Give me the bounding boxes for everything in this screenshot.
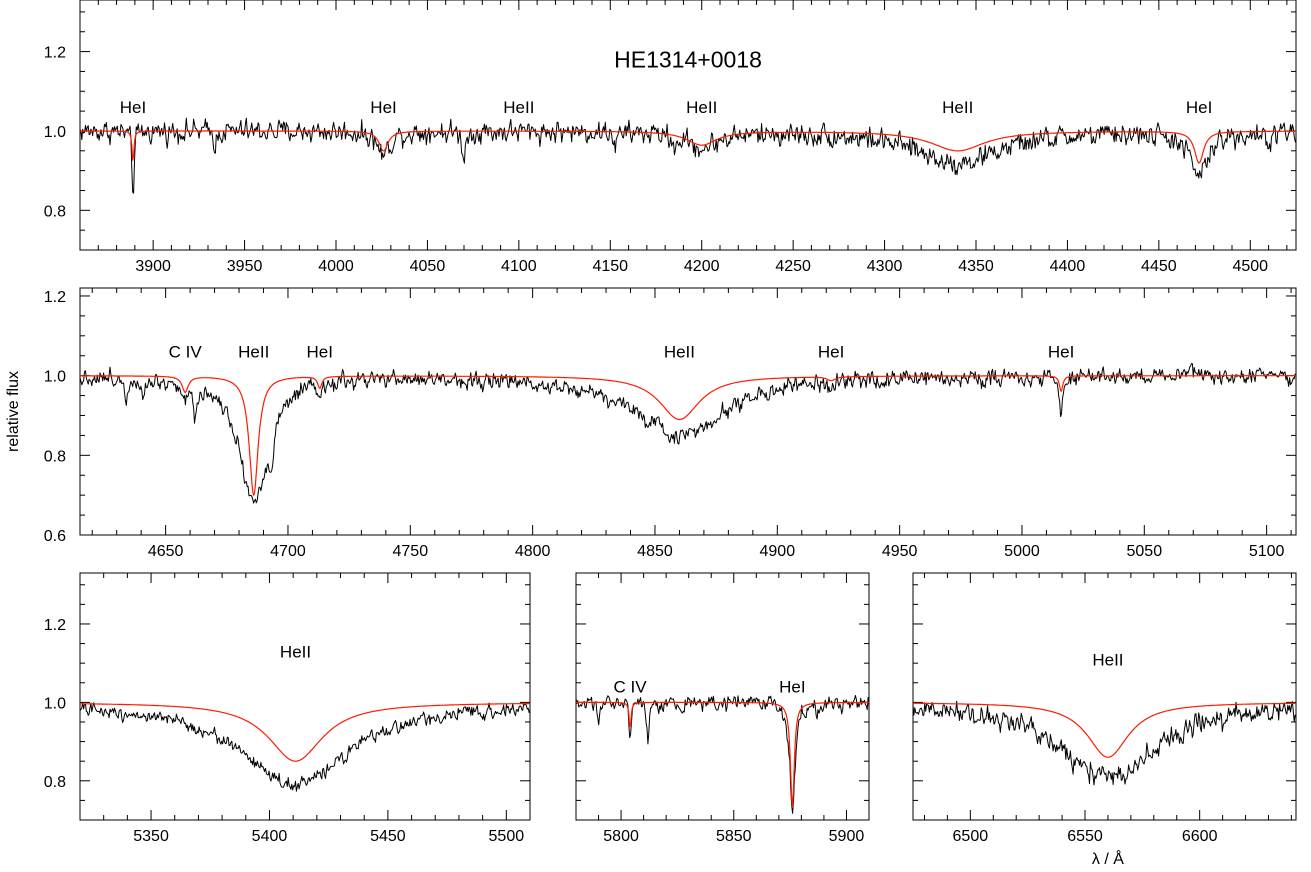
y-tick-label: 0.8 (44, 203, 66, 220)
model-spectrum-line (80, 702, 530, 762)
panel-5: 6500 6550 6600 HeII (912, 572, 1297, 845)
x-tick-label: 5850 (716, 828, 752, 845)
line-id-label: HeII (280, 642, 311, 661)
line-id-label: C IV (169, 343, 203, 362)
x-tick-label: 5500 (489, 828, 525, 845)
x-tick-label: 6600 (1182, 828, 1218, 845)
observed-spectrum-line (576, 695, 869, 814)
line-id-label: HeI (1186, 98, 1212, 117)
plot-frame (79, 287, 1297, 536)
observed-spectrum-line (913, 700, 1296, 786)
y-tick-label: 1.0 (44, 124, 66, 141)
x-tick-label: 6550 (1067, 828, 1103, 845)
observed-spectrum-line (80, 702, 530, 792)
tick-marks (80, 288, 1296, 535)
x-tick-label: 3950 (227, 258, 263, 275)
chart-title: HE1314+0018 (614, 47, 762, 73)
x-tick-label: 5100 (1249, 543, 1285, 560)
model-spectrum-line (576, 701, 869, 809)
y-tick-label: 1.2 (44, 617, 66, 634)
x-tick-label: 4900 (760, 543, 796, 560)
y-tick-label: 1.2 (44, 45, 66, 62)
spectra (913, 700, 1296, 786)
observed-spectrum-line (80, 117, 1296, 194)
line-id-label: HeI (120, 98, 146, 117)
panel-2: 4650 4700 4750 4800 4850 4900 4950 5000 5050 5100… (44, 287, 1297, 560)
x-tick-label: 4500 (1232, 258, 1268, 275)
panel-4: 5800 5850 5900 C IV HeI (575, 572, 870, 845)
spectra (80, 117, 1296, 194)
x-tick-label: 4000 (318, 258, 354, 275)
x-tick-label: 4450 (1141, 258, 1177, 275)
x-tick-label: 5450 (370, 828, 406, 845)
line-id-label: C IV (614, 678, 648, 697)
y-tick-label: 0.8 (44, 448, 66, 465)
y-tick-label: 1.0 (44, 369, 66, 386)
line-id-label: HeI (818, 343, 844, 362)
model-spectrum-line (913, 702, 1296, 758)
x-tick-label: 4200 (684, 258, 720, 275)
y-tick-label: 1.0 (44, 695, 66, 712)
x-tick-label: 4300 (867, 258, 903, 275)
x-tick-label: 6500 (953, 828, 989, 845)
plot-frame (79, 0, 1297, 251)
line-id-label: HeII (942, 98, 973, 117)
y-tick-label: 0.6 (44, 528, 66, 545)
x-tick-label: 5900 (829, 828, 865, 845)
x-tick-label: 5350 (133, 828, 169, 845)
x-tick-label: 4850 (637, 543, 673, 560)
plot-frame (575, 572, 870, 821)
spectra (576, 695, 869, 814)
x-tick-label: 5800 (603, 828, 639, 845)
tick-marks (913, 573, 1296, 820)
panel-1: 3900 3950 4000 4050 4100 4150 4200 4250 4300 4350… (44, 0, 1297, 275)
x-tick-label: 4100 (501, 258, 537, 275)
x-tick-label: 4250 (775, 258, 811, 275)
x-tick-label: 4350 (958, 258, 994, 275)
plot-frame (79, 572, 531, 821)
line-id-label: HeII (238, 343, 269, 362)
y-axis-title: relative flux (5, 371, 22, 452)
tick-marks (79, 0, 1296, 250)
x-tick-label: 4400 (1050, 258, 1086, 275)
line-id-label: HeI (779, 678, 805, 697)
line-id-label: HeI (1048, 343, 1074, 362)
x-tick-label: 5050 (1127, 543, 1163, 560)
x-tick-label: 4950 (882, 543, 918, 560)
observed-spectrum-line (80, 363, 1296, 504)
line-id-label: HeI (370, 98, 396, 117)
plot-frame (912, 572, 1297, 821)
panel-3: 5350 5400 5450 5500 0.8 1.0 1.2 HeII (44, 572, 531, 845)
x-tick-label: 5400 (252, 828, 288, 845)
model-spectrum-line (80, 130, 1296, 164)
x-tick-label: 4650 (148, 543, 184, 560)
x-tick-label: 4150 (592, 258, 628, 275)
line-id-label: HeII (503, 98, 534, 117)
model-spectrum-line (80, 375, 1296, 496)
tick-marks (79, 573, 531, 820)
x-tick-label: 4050 (410, 258, 446, 275)
x-tick-label: 3900 (135, 258, 171, 275)
y-tick-label: 0.8 (44, 774, 66, 791)
x-tick-label: 4750 (393, 543, 429, 560)
x-tick-label: 4700 (270, 543, 306, 560)
spectra (80, 363, 1296, 504)
spectra (80, 702, 530, 792)
line-id-label: HeII (686, 98, 717, 117)
x-tick-label: 4800 (515, 543, 551, 560)
line-id-label: HeII (664, 343, 695, 362)
line-id-label: HeII (1092, 650, 1123, 669)
y-tick-label: 1.2 (44, 289, 66, 306)
line-id-label: HeI (307, 343, 333, 362)
x-axis-title: λ / Å (1092, 849, 1124, 868)
x-tick-label: 5000 (1004, 543, 1040, 560)
